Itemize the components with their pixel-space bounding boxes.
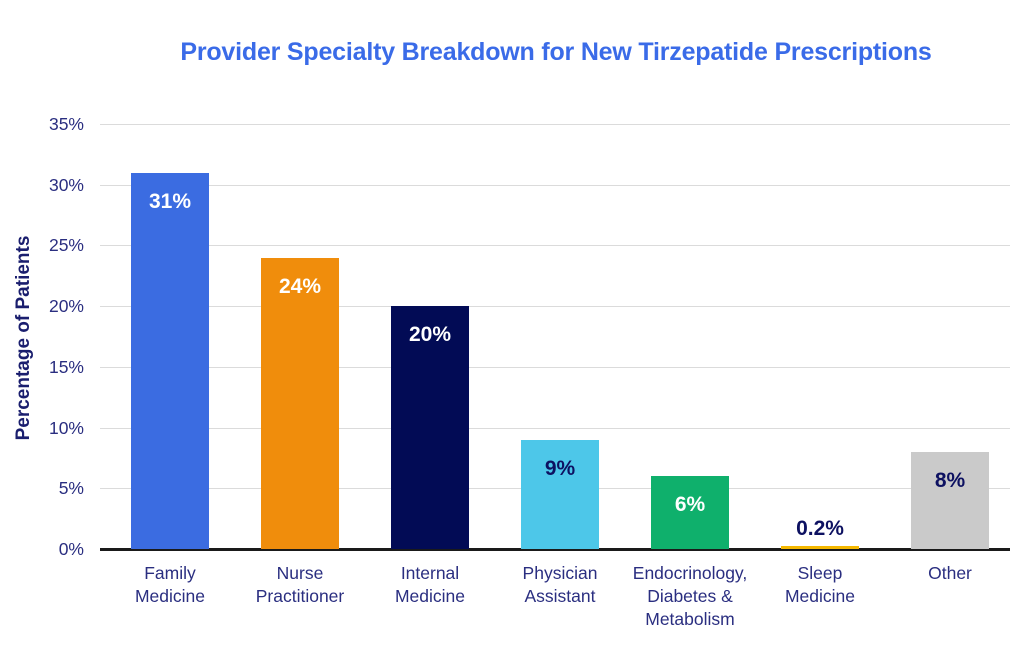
gridline [100,124,1010,125]
x-axis-label: Endocrinology, Diabetes & Metabolism [632,563,748,630]
bar-value-label: 31% [148,190,192,213]
bar-value-label: 6% [674,493,706,516]
bar-value-label: 20% [408,323,452,346]
bar-value-label: 0.2% [796,517,844,540]
y-tick-label: 25% [48,235,84,256]
y-tick-label: 30% [48,174,84,195]
x-axis-label: Sleep Medicine [784,563,856,607]
bar-value-label: 8% [934,469,966,492]
x-axis-label: Other [928,563,972,583]
bar [131,173,209,549]
bar-value-label: 9% [544,457,576,480]
bar [911,452,989,549]
bar [651,476,729,549]
gridline [100,366,1010,368]
x-axis-label: Family Medicine [134,563,206,607]
bar [391,306,469,549]
y-tick-label: 5% [58,478,84,499]
y-axis-title: Percentage of Patients [13,235,34,441]
bar [521,440,599,549]
gridline [100,427,1010,429]
y-tick-label: 20% [48,296,84,317]
y-tick-label: 0% [58,539,84,559]
bar [781,546,859,549]
bar [261,258,339,549]
x-axis-label: Nurse Practitioner [255,563,345,607]
y-tick-label: 15% [48,356,84,377]
gridline [100,306,1010,308]
x-axis-label: Physician Assistant [522,563,598,607]
x-axis-label: Internal Medicine [394,563,466,607]
chart-title: Provider Specialty Breakdown for New Tir… [180,38,932,66]
gridline [100,184,1010,186]
bar-value-label: 24% [278,275,322,298]
y-tick-label: 10% [48,417,84,438]
x-axis-line [100,548,1010,551]
y-tick-label: 35% [48,114,84,134]
gridline [100,245,1010,247]
